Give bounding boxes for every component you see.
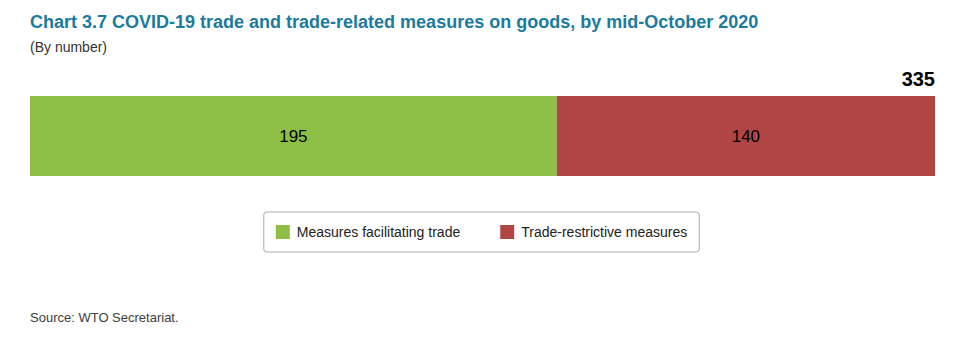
subtitle: (By number) <box>30 39 107 55</box>
chart: Chart 3.7 COVID-19 trade and trade-relat… <box>0 0 963 340</box>
bar-segment <box>30 96 557 176</box>
bar-segment <box>557 96 935 176</box>
annotation: 335 <box>902 68 935 90</box>
title: Chart 3.7 COVID-19 trade and trade-relat… <box>30 12 758 32</box>
legend-swatch <box>276 225 290 239</box>
legend-label: Trade-restrictive measures <box>521 224 687 240</box>
source: Source: WTO Secretariat. <box>30 310 179 325</box>
bars <box>30 96 935 176</box>
data-label: 195 <box>279 127 307 146</box>
legend-label: Measures facilitating trade <box>297 224 461 240</box>
legend: Measures facilitating trade Trade-restric… <box>264 212 699 252</box>
data-label: 140 <box>732 127 760 146</box>
chart-container: Chart 3.7 COVID-19 trade and trade-relat… <box>0 0 963 340</box>
legend-swatch <box>500 225 514 239</box>
data-labels: 195 140 <box>279 127 760 146</box>
legend-box <box>264 212 699 252</box>
